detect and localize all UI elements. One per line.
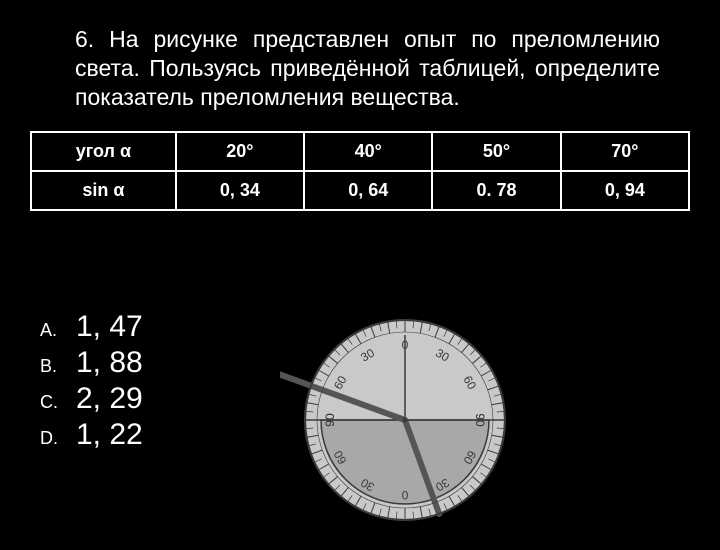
refraction-diagram: 90906060303000303060609090 — [280, 295, 530, 545]
svg-text:0: 0 — [401, 488, 408, 502]
answers-list: A. 1, 47 B. 1, 88 C. 2, 29 D. 1, 22 — [40, 310, 143, 454]
table-cell: 40° — [304, 132, 432, 171]
question-number: 6. — [75, 26, 94, 52]
row-label-angle: угол α — [31, 132, 176, 171]
answer-value: 1, 88 — [76, 346, 143, 380]
answer-letter: C. — [40, 392, 76, 413]
table-row: угол α 20° 40° 50° 70° — [31, 132, 689, 171]
table-cell: 20° — [176, 132, 304, 171]
row-label-sin: sin α — [31, 171, 176, 210]
table-cell: 70° — [561, 132, 689, 171]
answer-value: 1, 47 — [76, 310, 143, 344]
answer-letter: D. — [40, 428, 76, 449]
answer-option: A. 1, 47 — [40, 310, 143, 344]
answer-option: B. 1, 88 — [40, 346, 143, 380]
table-cell: 0, 34 — [176, 171, 304, 210]
question-text: 6. На рисунке представлен опыт по прелом… — [0, 0, 720, 123]
answer-option: D. 1, 22 — [40, 418, 143, 452]
question-body: На рисунке представлен опыт по преломлен… — [75, 26, 660, 110]
answer-letter: B. — [40, 356, 76, 377]
answer-value: 2, 29 — [76, 382, 143, 416]
table-cell: 0. 78 — [432, 171, 560, 210]
answer-letter: A. — [40, 320, 76, 341]
table-cell: 0, 94 — [561, 171, 689, 210]
table-row: sin α 0, 34 0, 64 0. 78 0, 94 — [31, 171, 689, 210]
table-cell: 50° — [432, 132, 560, 171]
answer-value: 1, 22 — [76, 418, 143, 452]
answer-option: C. 2, 29 — [40, 382, 143, 416]
table-cell: 0, 64 — [304, 171, 432, 210]
sine-table: угол α 20° 40° 50° 70° sin α 0, 34 0, 64… — [30, 131, 690, 211]
refraction-svg: 90906060303000303060609090 — [280, 295, 530, 545]
